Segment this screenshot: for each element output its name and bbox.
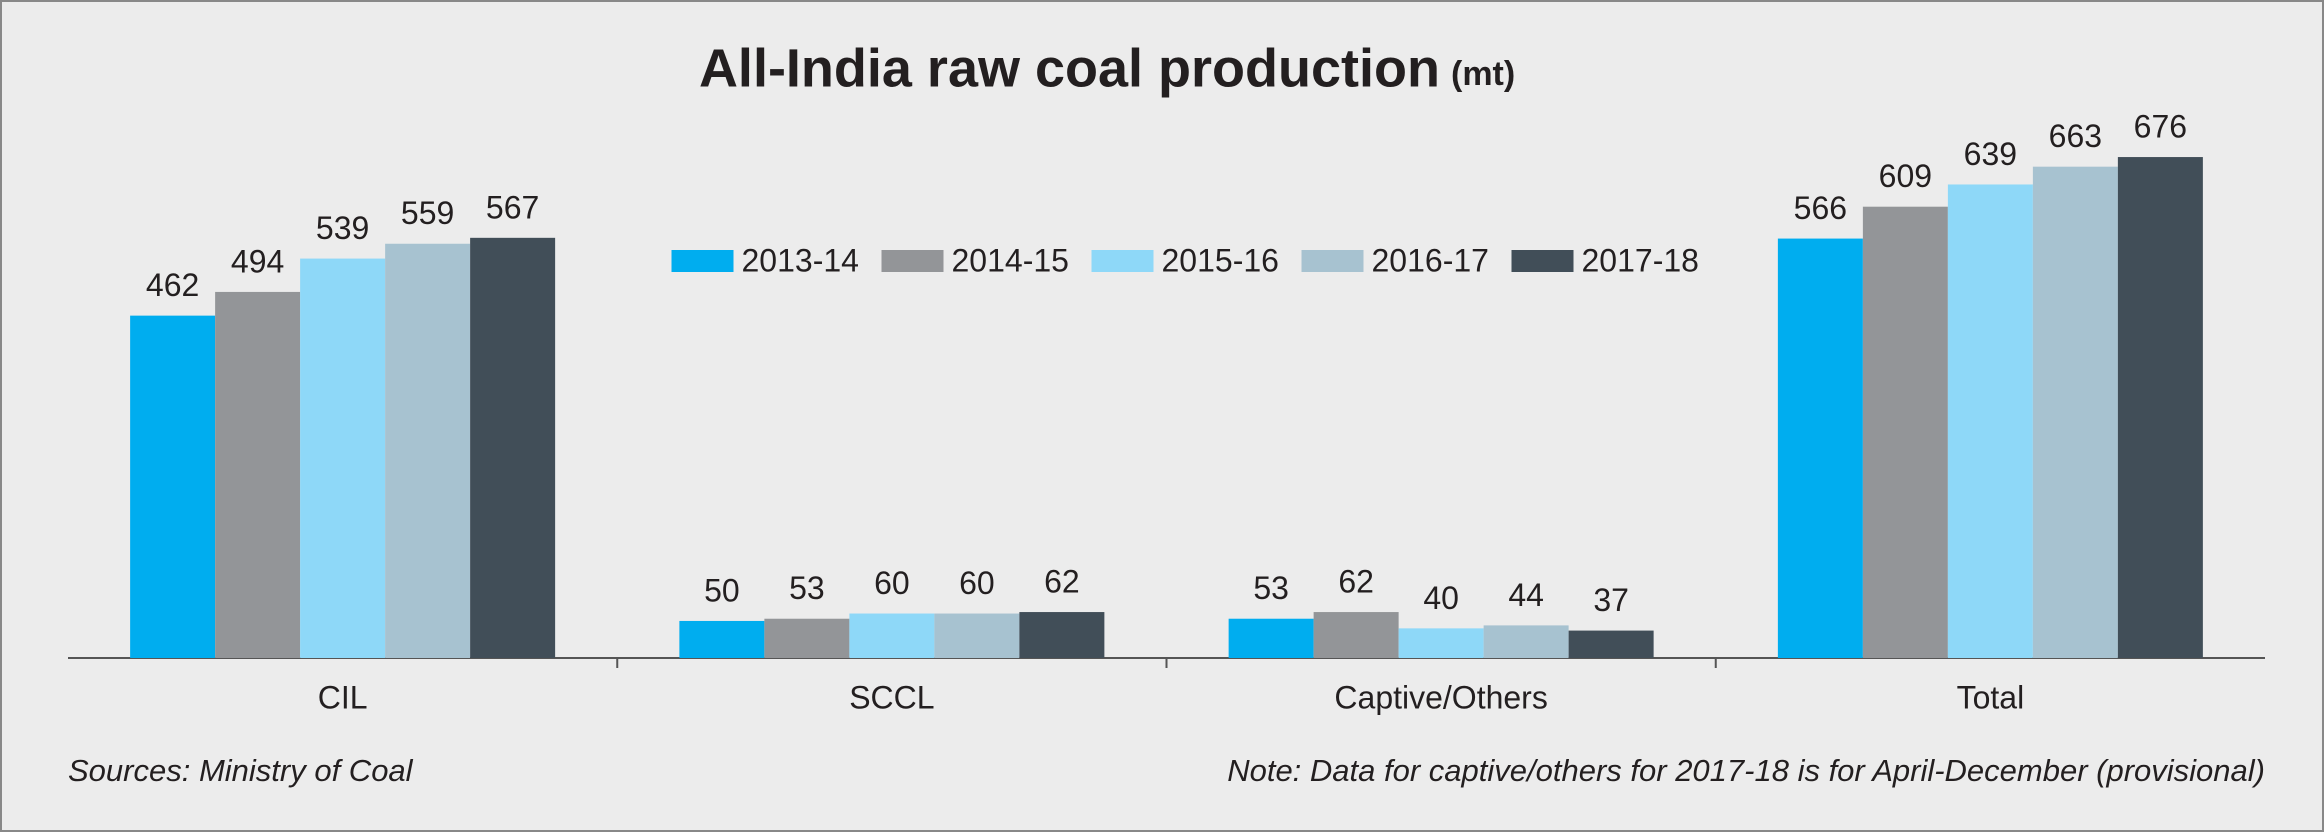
value-label: 37 — [1593, 582, 1629, 618]
value-label: 609 — [1879, 158, 1932, 194]
bar — [1947, 184, 2033, 658]
x-tick-label: CIL — [318, 679, 368, 715]
value-label: 44 — [1508, 577, 1544, 613]
value-label: 663 — [2049, 118, 2102, 154]
value-label: 539 — [316, 210, 369, 246]
value-label: 53 — [789, 570, 825, 606]
bar — [764, 618, 850, 658]
value-label: 53 — [1253, 570, 1289, 606]
x-tick-label: Total — [1957, 679, 2025, 715]
chart-title: All-India raw coal production — [699, 38, 1440, 98]
bar — [849, 613, 935, 658]
value-label: 567 — [486, 189, 539, 225]
bar — [1019, 612, 1105, 658]
bar — [385, 243, 471, 658]
value-label: 462 — [146, 267, 199, 303]
legend-swatch — [1091, 250, 1154, 272]
x-tick-label: SCCL — [849, 679, 934, 715]
bar — [215, 291, 301, 658]
value-label: 639 — [1964, 136, 2017, 172]
value-label: 62 — [1338, 564, 1374, 600]
value-label: 559 — [401, 195, 454, 231]
bar — [130, 315, 216, 658]
value-label: 676 — [2134, 109, 2187, 145]
value-label: 62 — [1044, 564, 1080, 600]
bar — [300, 258, 386, 658]
bar — [1313, 612, 1399, 658]
legend-swatch — [1301, 250, 1364, 272]
bar — [679, 620, 765, 658]
value-label: 60 — [959, 565, 995, 601]
bar — [934, 613, 1020, 658]
bar — [1862, 206, 1948, 658]
chart-unit: (mt) — [1451, 55, 1515, 93]
bar — [1777, 238, 1863, 658]
bar — [2032, 166, 2118, 658]
value-label: 50 — [704, 572, 740, 608]
bar — [1568, 630, 1654, 658]
legend-label: 2017-18 — [1582, 242, 1699, 278]
bar — [470, 237, 556, 658]
legend-label: 2015-16 — [1162, 242, 1279, 278]
value-label: 40 — [1423, 580, 1459, 616]
legend-swatch — [1511, 250, 1574, 272]
source: Sources: Ministry of Coal — [68, 753, 414, 788]
bar — [1228, 618, 1314, 658]
value-label: 60 — [874, 565, 910, 601]
legend-label: 2014-15 — [952, 242, 1069, 278]
value-label: 494 — [231, 243, 284, 279]
bar — [1398, 628, 1484, 658]
legend-label: 2016-17 — [1372, 242, 1489, 278]
legend-label: 2013-14 — [742, 242, 859, 278]
legend-swatch — [671, 250, 734, 272]
value-label: 566 — [1794, 190, 1847, 226]
note: Note: Data for captive/others for 2017-1… — [1227, 753, 2265, 788]
bar — [1483, 625, 1569, 658]
bar — [2117, 157, 2203, 658]
x-tick-label: Captive/Others — [1334, 679, 1547, 715]
legend-swatch — [881, 250, 944, 272]
